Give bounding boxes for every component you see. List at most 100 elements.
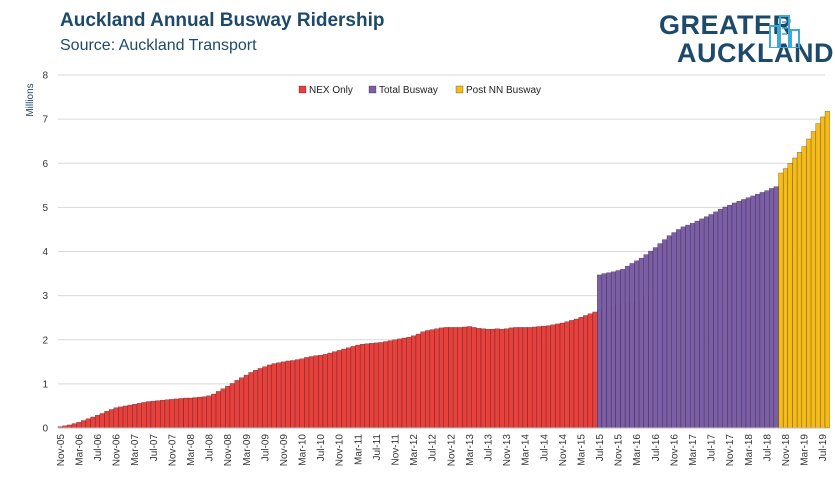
- bar: [610, 271, 617, 429]
- x-tick-label: Mar-12: [409, 434, 420, 466]
- bar: [699, 218, 705, 429]
- bar: [559, 322, 565, 429]
- bar: [397, 338, 403, 429]
- x-tick-label: Jul-11: [372, 434, 383, 461]
- bar: [722, 206, 728, 429]
- y-tick-label: 5: [42, 203, 48, 214]
- x-tick-label: Nov-11: [391, 434, 402, 466]
- bar: [597, 274, 603, 429]
- bar: [476, 328, 482, 429]
- bar: [662, 239, 668, 429]
- x-tick-label: Jul-17: [707, 434, 718, 462]
- bar: [355, 344, 361, 429]
- bar: [266, 364, 273, 429]
- bar: [392, 339, 398, 429]
- bar: [313, 355, 319, 429]
- bar: [429, 329, 435, 429]
- bar: [425, 330, 431, 429]
- bar: [127, 404, 133, 429]
- logo-line-auckland: AUCKLAND: [677, 38, 834, 68]
- bar: [773, 186, 779, 429]
- x-tick-label: Mar-15: [576, 434, 587, 466]
- bar: [187, 397, 194, 429]
- bar: [587, 313, 593, 429]
- x-tick-label: Nov-07: [167, 434, 178, 467]
- x-tick-label: Nov-13: [502, 434, 513, 467]
- bar: [406, 336, 412, 429]
- bar: [183, 397, 189, 429]
- bar: [290, 360, 296, 429]
- y-tick-label: 2: [42, 335, 48, 346]
- legend-label: NEX Only: [309, 85, 353, 96]
- bar: [211, 393, 217, 429]
- bar: [782, 168, 789, 429]
- x-tick-label: Nov-05: [56, 434, 67, 467]
- bar: [518, 327, 524, 429]
- bar: [676, 229, 682, 429]
- bar: [666, 235, 672, 429]
- bar: [243, 374, 249, 429]
- bar: [383, 341, 389, 429]
- bar: [736, 200, 742, 429]
- bar: [815, 123, 821, 429]
- bar: [99, 413, 105, 429]
- bar: [703, 216, 709, 429]
- series-0: [57, 295, 649, 429]
- x-tick-label: Jul-06: [93, 434, 104, 462]
- x-tick-label: Nov-12: [446, 434, 457, 467]
- bar: [85, 418, 91, 429]
- bar: [522, 327, 528, 429]
- bar: [741, 199, 747, 429]
- bar: [578, 317, 584, 429]
- bar: [462, 326, 468, 429]
- bar: [471, 327, 477, 429]
- x-tick-label: Jul-10: [316, 434, 327, 462]
- x-tick-label: Mar-16: [632, 434, 643, 466]
- bar: [359, 343, 366, 429]
- bar: [573, 318, 579, 429]
- bar: [122, 405, 128, 429]
- bar: [657, 243, 663, 429]
- bar: [225, 385, 231, 429]
- bar: [810, 131, 816, 429]
- bar: [685, 224, 691, 429]
- bar: [555, 323, 561, 429]
- bar: [401, 337, 407, 429]
- bar: [759, 192, 765, 429]
- bar: [411, 335, 417, 429]
- bar: [257, 368, 263, 429]
- x-tick-label: Nov-10: [335, 434, 346, 467]
- bar: [485, 328, 491, 429]
- greater-auckland-logo: GREATER AUCKLAND: [655, 10, 833, 68]
- x-tick-label: Jul-19: [818, 434, 829, 462]
- y-tick-label: 3: [42, 291, 48, 302]
- bar: [201, 396, 207, 429]
- x-tick-label: Nov-09: [279, 434, 290, 467]
- bar: [480, 328, 486, 429]
- bar: [713, 211, 719, 429]
- x-tick-label: Mar-08: [186, 434, 197, 466]
- bar: [652, 247, 658, 429]
- bar: [336, 350, 342, 429]
- x-tick-label: Jul-18: [762, 434, 773, 462]
- bar: [494, 328, 500, 429]
- y-tick-label: 4: [42, 247, 48, 258]
- bar: [71, 423, 77, 429]
- bar: [369, 343, 375, 429]
- bar: [443, 327, 449, 429]
- legend-swatch: [298, 85, 307, 94]
- bar: [508, 327, 514, 429]
- bar: [755, 193, 761, 429]
- bar: [76, 422, 82, 429]
- bar: [155, 400, 161, 429]
- x-tick-label: Nov-14: [558, 434, 569, 467]
- bar: [378, 342, 384, 429]
- bar: [624, 265, 630, 429]
- x-tick-label: Jul-15: [595, 434, 606, 462]
- bar: [415, 333, 421, 429]
- legend-swatch: [455, 85, 464, 94]
- y-tick-label: 7: [42, 115, 48, 126]
- bar: [769, 188, 775, 429]
- x-tick-label: Nov-08: [223, 434, 234, 467]
- bar: [215, 391, 221, 429]
